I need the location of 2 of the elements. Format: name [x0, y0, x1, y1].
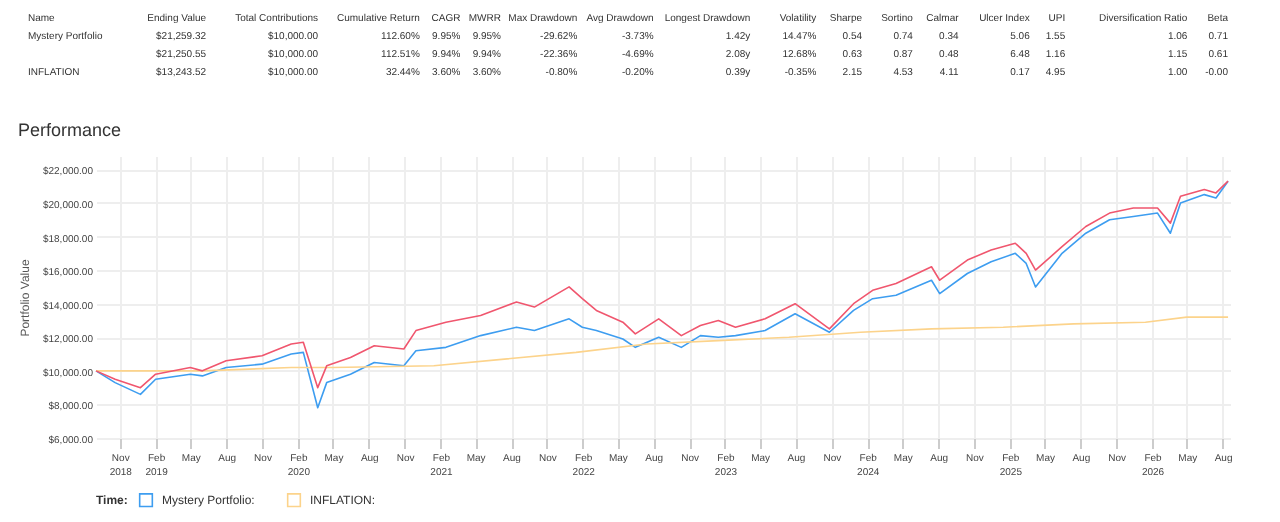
chart-title: Performance	[17, 120, 122, 140]
line-series	[95, 316, 1229, 372]
